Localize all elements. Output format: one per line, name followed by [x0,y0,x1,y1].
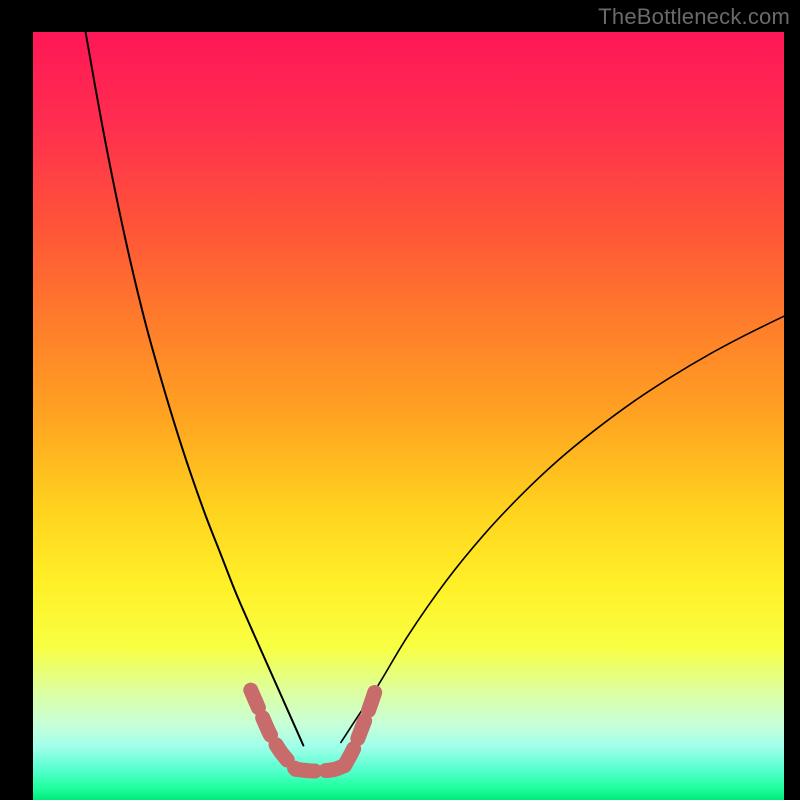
plot-background [33,32,784,800]
bottleneck-curve-chart [0,0,800,800]
watermark-text: TheBottleneck.com [598,4,790,30]
chart-stage: TheBottleneck.com [0,0,800,800]
